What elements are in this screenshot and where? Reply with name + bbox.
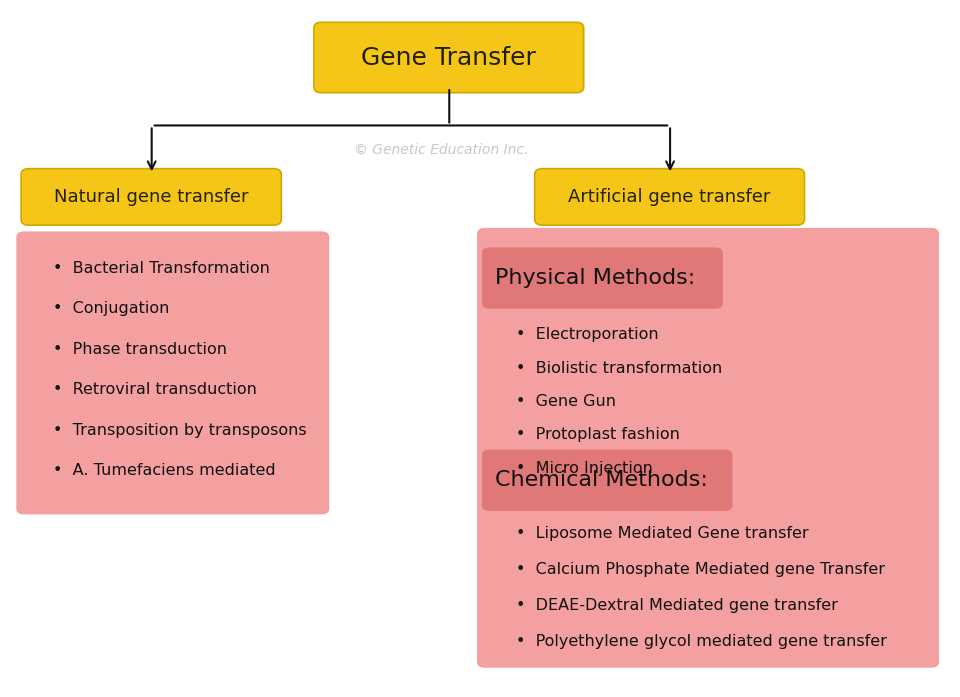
Text: •  Gene Gun: • Gene Gun <box>516 394 615 409</box>
Text: Gene Transfer: Gene Transfer <box>361 45 537 70</box>
FancyBboxPatch shape <box>16 231 329 514</box>
Text: •  Micro Injection: • Micro Injection <box>516 461 653 476</box>
FancyBboxPatch shape <box>482 247 723 309</box>
Text: •  Liposome Mediated Gene transfer: • Liposome Mediated Gene transfer <box>516 526 808 541</box>
Text: •  Biolistic transformation: • Biolistic transformation <box>516 360 722 376</box>
Text: •  Protoplast fashion: • Protoplast fashion <box>516 427 680 443</box>
FancyBboxPatch shape <box>21 169 281 225</box>
Text: Artificial gene transfer: Artificial gene transfer <box>568 188 771 206</box>
FancyBboxPatch shape <box>477 228 939 668</box>
Text: © Genetic Education Inc.: © Genetic Education Inc. <box>354 143 529 157</box>
Text: •  Transposition by transposons: • Transposition by transposons <box>53 422 306 438</box>
FancyBboxPatch shape <box>314 22 584 93</box>
FancyBboxPatch shape <box>535 169 804 225</box>
Text: Chemical Methods:: Chemical Methods: <box>495 470 708 490</box>
Text: •  Electroporation: • Electroporation <box>516 327 659 342</box>
Text: •  Bacterial Transformation: • Bacterial Transformation <box>53 261 270 276</box>
Text: •  Phase transduction: • Phase transduction <box>53 342 227 357</box>
Text: •  A. Tumefaciens mediated: • A. Tumefaciens mediated <box>53 463 276 478</box>
Text: •  Calcium Phosphate Mediated gene Transfer: • Calcium Phosphate Mediated gene Transf… <box>516 562 884 577</box>
FancyBboxPatch shape <box>482 450 732 511</box>
Text: •  Conjugation: • Conjugation <box>53 301 169 316</box>
Text: •  DEAE-Dextral Mediated gene transfer: • DEAE-Dextral Mediated gene transfer <box>516 598 837 613</box>
Text: Natural gene transfer: Natural gene transfer <box>54 188 249 206</box>
Text: •  Polyethylene glycol mediated gene transfer: • Polyethylene glycol mediated gene tran… <box>516 634 886 650</box>
Text: •  Retroviral transduction: • Retroviral transduction <box>53 382 256 397</box>
Text: Physical Methods:: Physical Methods: <box>495 268 696 288</box>
